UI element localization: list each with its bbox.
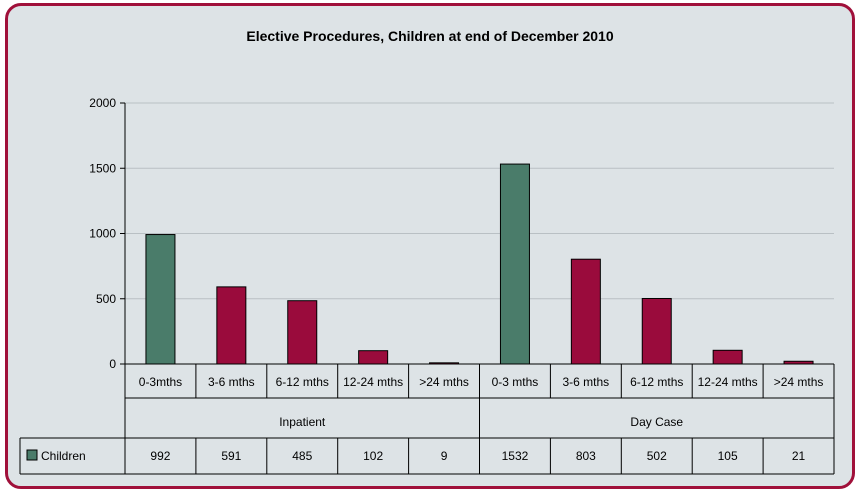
x-tick-label: 0-3 mths xyxy=(492,375,539,389)
bar xyxy=(641,297,672,365)
data-table-value: 1532 xyxy=(502,449,529,463)
chart-title: Elective Procedures, Children at end of … xyxy=(246,28,614,44)
legend-label: Children xyxy=(41,449,86,463)
data-table-value: 591 xyxy=(221,449,241,463)
chart-frame: Elective Procedures, Children at end of … xyxy=(5,3,855,489)
bar xyxy=(712,349,743,365)
x-tick-label: 0-3mths xyxy=(139,375,182,389)
chart-canvas: 0 500 1000 1500 2000 0-3mths 3-6 mths 6-12 mths… xyxy=(19,96,835,475)
y-tick-label: 1000 xyxy=(89,227,116,241)
bar xyxy=(358,350,389,365)
group-label: Inpatient xyxy=(279,415,326,429)
bar xyxy=(570,258,601,365)
x-tick-label: 12-24 mths xyxy=(343,375,403,389)
bar xyxy=(216,286,247,365)
bar xyxy=(499,163,530,365)
x-tick-label: 6-12 mths xyxy=(276,375,329,389)
x-tick-label: >24 mths xyxy=(774,375,824,389)
data-table-value: 803 xyxy=(576,449,596,463)
data-table-value: 9 xyxy=(441,449,448,463)
x-tick-label: 6-12 mths xyxy=(630,375,683,389)
x-tick-label: 3-6 mths xyxy=(563,375,610,389)
data-table-value: 485 xyxy=(292,449,312,463)
data-table-value: 21 xyxy=(792,449,806,463)
x-tick-label: 12-24 mths xyxy=(698,375,758,389)
data-table-value: 105 xyxy=(718,449,738,463)
group-label: Day Case xyxy=(630,415,683,429)
data-table-value: 102 xyxy=(363,449,383,463)
data-table-value: 992 xyxy=(150,449,170,463)
bar xyxy=(145,234,176,365)
x-tick-label: >24 mths xyxy=(419,375,469,389)
data-table-value: 502 xyxy=(647,449,667,463)
y-tick-label: 500 xyxy=(96,292,116,306)
y-tick-label: 0 xyxy=(109,357,116,371)
y-tick-label: 2000 xyxy=(89,96,116,110)
y-tick-label: 1500 xyxy=(89,161,116,175)
x-tick-label: 3-6 mths xyxy=(208,375,255,389)
bar xyxy=(287,300,318,365)
legend-swatch xyxy=(26,449,38,461)
